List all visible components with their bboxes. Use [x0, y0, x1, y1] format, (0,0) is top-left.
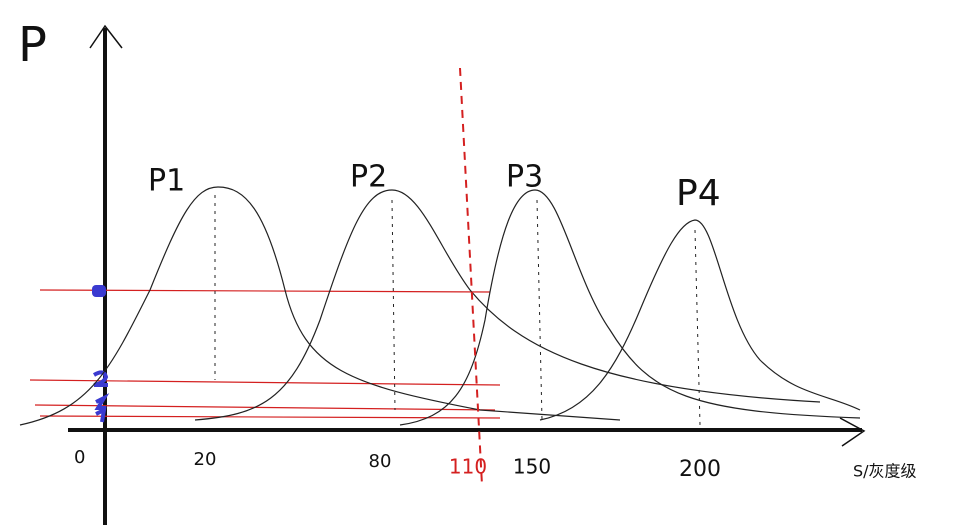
- x-tick-label: 200: [679, 457, 721, 482]
- peak-line: [694, 229, 701, 426]
- curve-label: P2: [350, 160, 387, 195]
- level-mark: [95, 406, 107, 423]
- y-axis-label: P: [18, 17, 47, 73]
- curve: [19, 186, 621, 426]
- level-line: [39, 289, 491, 293]
- level-mark: [94, 393, 110, 410]
- curve: [194, 189, 821, 421]
- curve-label: P4: [676, 173, 721, 214]
- level-mark: [92, 370, 109, 387]
- peak-line: [391, 199, 396, 411]
- level-line: [39, 415, 501, 419]
- curve-label: P1: [148, 164, 185, 199]
- y-arrow: [89, 24, 123, 49]
- threshold-line: [459, 67, 483, 486]
- threshold-label: 110: [449, 455, 487, 479]
- level-line: [34, 404, 496, 411]
- x-tick-label: 150: [513, 455, 551, 479]
- x-tick-label: 20: [194, 449, 217, 470]
- origin-label: 0: [74, 447, 85, 468]
- x-arrow: [839, 417, 866, 447]
- level-line: [29, 379, 501, 386]
- peak-line: [536, 199, 543, 421]
- curve: [399, 189, 861, 426]
- x-axis-label: S/灰度级: [853, 462, 917, 481]
- curve-label: P3: [506, 160, 543, 195]
- level-mark: [92, 285, 106, 297]
- curve: [539, 219, 861, 421]
- x-tick-label: 80: [369, 451, 392, 472]
